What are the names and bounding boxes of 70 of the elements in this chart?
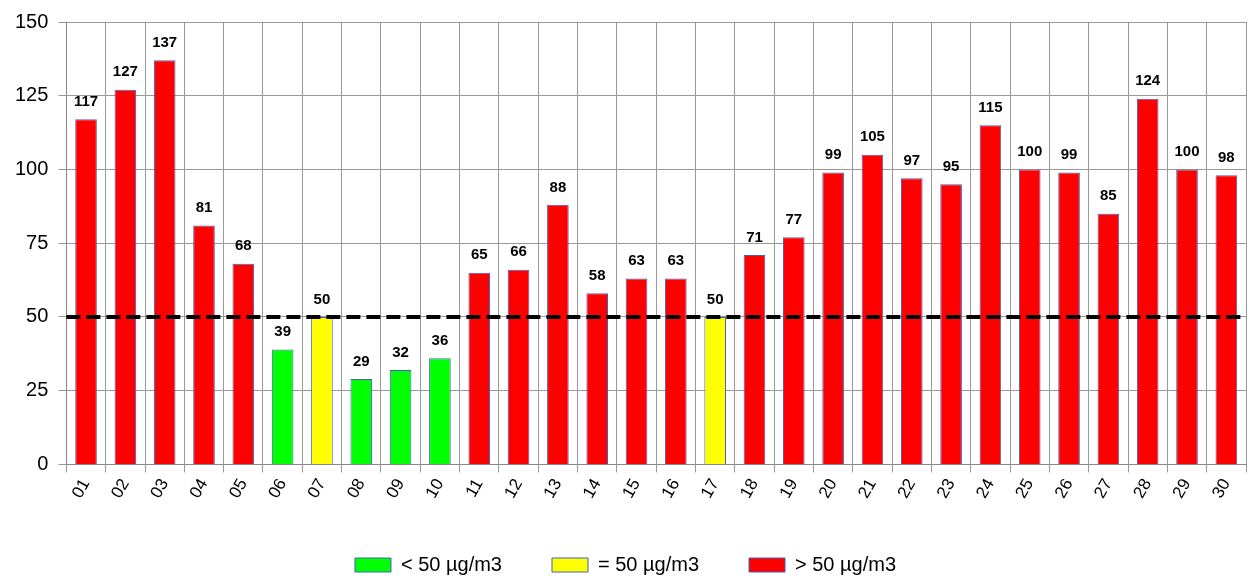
x-tick-label: 26 — [1050, 475, 1077, 502]
x-tick-label: 10 — [421, 475, 448, 502]
x-tick-label: 22 — [893, 475, 920, 502]
data-label: 85 — [1100, 186, 1117, 204]
x-tick-label: 03 — [146, 475, 173, 502]
data-label: 95 — [942, 156, 960, 174]
data-label: 77 — [785, 209, 803, 227]
x-tick-label: 08 — [342, 475, 369, 502]
data-label: 124 — [1135, 71, 1161, 89]
data-label: 99 — [824, 145, 842, 163]
legend-label: = 50 µg/m3 — [597, 552, 700, 575]
x-tick-label: 21 — [854, 475, 880, 502]
x-tick-label: 06 — [264, 475, 291, 502]
data-label: 50 — [313, 289, 331, 307]
data-label: 100 — [1017, 142, 1043, 160]
data-label: 68 — [234, 236, 252, 254]
x-tick-label: 13 — [539, 475, 566, 502]
data-label: 63 — [628, 251, 645, 269]
x-tick-label: 24 — [972, 475, 998, 502]
x-tick-label: 12 — [500, 475, 527, 502]
x-tick-label: 05 — [224, 475, 251, 502]
x-tick-label: 15 — [618, 475, 645, 502]
data-label: 29 — [352, 351, 370, 369]
data-label: 36 — [431, 330, 449, 348]
y-tick-label: 0 — [37, 451, 49, 474]
data-label: 127 — [112, 62, 138, 80]
x-tick-label: 19 — [775, 475, 802, 502]
data-label: 137 — [152, 32, 178, 50]
x-tick-label: 07 — [303, 475, 330, 502]
x-tick-label: 16 — [657, 475, 684, 502]
data-label: 117 — [73, 91, 99, 109]
data-label: 65 — [470, 245, 488, 263]
data-label: 97 — [903, 150, 921, 168]
legend-label: < 50 µg/m3 — [400, 552, 502, 575]
y-tick-label: 150 — [14, 9, 49, 32]
y-tick-label: 125 — [14, 83, 49, 106]
x-tick-label: 01 — [67, 475, 94, 502]
data-label: 105 — [859, 127, 885, 145]
y-tick-label: 25 — [26, 378, 49, 401]
x-tick-label: 23 — [932, 475, 959, 502]
x-tick-label: 17 — [696, 475, 723, 502]
data-label: 115 — [978, 97, 1003, 115]
x-tick-label: 28 — [1129, 475, 1156, 502]
data-label: 39 — [274, 322, 291, 340]
x-tick-label: 09 — [382, 475, 409, 502]
y-tick-label: 75 — [26, 230, 49, 253]
x-tick-label: 11 — [461, 475, 487, 501]
data-label: 88 — [549, 177, 567, 195]
y-tick-label: 100 — [14, 156, 49, 179]
x-tick-label: 18 — [736, 475, 763, 502]
data-label: 58 — [588, 265, 606, 283]
x-tick-label: 29 — [1168, 475, 1195, 502]
data-label: 32 — [392, 342, 409, 360]
data-label: 99 — [1060, 145, 1078, 163]
data-label: 50 — [706, 289, 724, 307]
x-tick-label: 02 — [106, 475, 133, 502]
x-tick-label: 20 — [814, 475, 841, 502]
x-tick-label: 27 — [1089, 475, 1116, 502]
data-label: 100 — [1174, 142, 1200, 160]
data-label: 81 — [195, 198, 213, 216]
x-tick-label: 30 — [1207, 475, 1234, 502]
legend-label: > 50 µg/m3 — [795, 552, 897, 575]
x-tick-label: 04 — [185, 475, 212, 502]
data-label: 63 — [667, 251, 685, 269]
x-tick-label: 25 — [1011, 475, 1038, 502]
y-tick-label: 50 — [26, 304, 49, 327]
data-label: 71 — [746, 227, 763, 245]
x-tick-label: 14 — [578, 475, 605, 502]
data-label: 98 — [1218, 148, 1235, 166]
data-label: 66 — [510, 242, 527, 260]
